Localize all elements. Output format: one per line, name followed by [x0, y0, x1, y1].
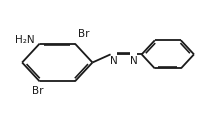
Text: N: N — [129, 56, 137, 66]
Text: Br: Br — [32, 86, 43, 97]
Text: N: N — [109, 56, 117, 66]
Text: H₂N: H₂N — [15, 35, 35, 45]
Text: Br: Br — [78, 28, 89, 38]
